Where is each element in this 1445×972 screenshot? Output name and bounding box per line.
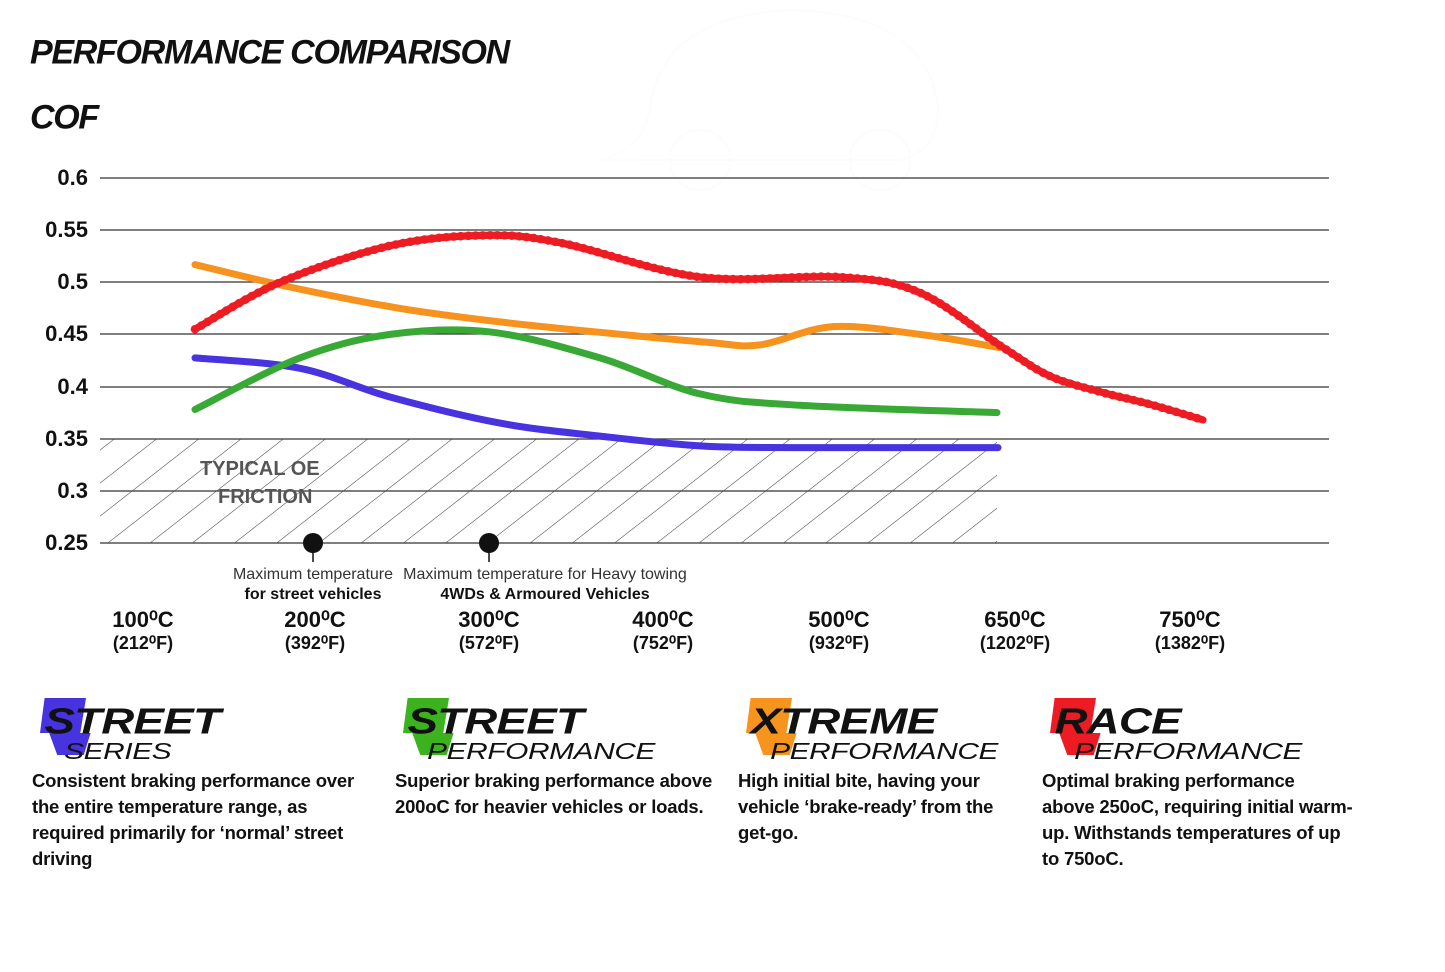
svg-text:400⁰C: 400⁰C xyxy=(632,607,694,632)
svg-text:vehicle ‘brake-ready’ from the: vehicle ‘brake-ready’ from the xyxy=(738,796,993,817)
svg-text:STREET: STREET xyxy=(44,701,225,741)
svg-text:XTREME: XTREME xyxy=(748,701,939,741)
svg-text:for street vehicles: for street vehicles xyxy=(245,586,382,603)
svg-text:0.3: 0.3 xyxy=(57,478,88,503)
svg-text:(932⁰F): (932⁰F) xyxy=(809,633,869,653)
svg-text:500⁰C: 500⁰C xyxy=(808,607,870,632)
svg-text:(212⁰F): (212⁰F) xyxy=(113,633,173,653)
svg-text:Maximum temperature for Heavy: Maximum temperature for Heavy towing xyxy=(403,566,687,583)
svg-text:750⁰C: 750⁰C xyxy=(1159,607,1221,632)
svg-text:4WDs & Armoured Vehicles: 4WDs & Armoured Vehicles xyxy=(440,586,649,603)
svg-text:High initial bite, having your: High initial bite, having your xyxy=(738,770,980,791)
svg-text:Superior braking performance a: Superior braking performance above xyxy=(395,770,712,791)
svg-text:the entire temperature range,: the entire temperature range, as xyxy=(32,796,307,817)
svg-text:0.5: 0.5 xyxy=(57,269,88,294)
svg-text:get-go.: get-go. xyxy=(738,822,798,843)
svg-text:PERFORMANCE: PERFORMANCE xyxy=(1074,738,1304,764)
svg-text:driving: driving xyxy=(32,848,92,869)
svg-text:(752⁰F): (752⁰F) xyxy=(633,633,693,653)
svg-text:TYPICAL OE: TYPICAL OE xyxy=(200,458,320,480)
svg-text:Consistent braking performance: Consistent braking performance over xyxy=(32,770,354,791)
svg-text:100⁰C: 100⁰C xyxy=(112,607,174,632)
svg-text:0.25: 0.25 xyxy=(45,530,88,555)
svg-text:0.35: 0.35 xyxy=(45,426,88,451)
svg-text:FRICTION: FRICTION xyxy=(218,486,312,508)
svg-text:above 250oC, requiring initial: above 250oC, requiring initial warm- xyxy=(1042,796,1353,817)
svg-text:SERIES: SERIES xyxy=(64,738,172,764)
svg-text:(392⁰F): (392⁰F) xyxy=(285,633,345,653)
svg-text:Optimal braking performance: Optimal braking performance xyxy=(1042,770,1295,791)
svg-text:required primarily for ‘normal: required primarily for ‘normal’ street xyxy=(32,822,343,843)
svg-text:STREET: STREET xyxy=(407,701,588,741)
svg-text:650⁰C: 650⁰C xyxy=(984,607,1046,632)
svg-text:RACE: RACE xyxy=(1054,701,1183,741)
svg-text:(1382⁰F): (1382⁰F) xyxy=(1155,633,1225,653)
svg-text:PERFORMANCE: PERFORMANCE xyxy=(427,738,657,764)
svg-text:200oC for heavier vehicles or: 200oC for heavier vehicles or loads. xyxy=(395,796,703,817)
svg-text:(572⁰F): (572⁰F) xyxy=(459,633,519,653)
svg-text:Maximum temperature: Maximum temperature xyxy=(233,566,393,583)
svg-text:0.55: 0.55 xyxy=(45,217,88,242)
svg-text:to 750oC.: to 750oC. xyxy=(1042,848,1123,869)
svg-text:0.6: 0.6 xyxy=(57,165,88,190)
svg-text:300⁰C: 300⁰C xyxy=(458,607,520,632)
svg-text:up. Withstands temperatures of: up. Withstands temperatures of up xyxy=(1042,822,1341,843)
svg-text:(1202⁰F): (1202⁰F) xyxy=(980,633,1050,653)
svg-text:200⁰C: 200⁰C xyxy=(284,607,346,632)
svg-text:0.45: 0.45 xyxy=(45,321,88,346)
svg-text:0.4: 0.4 xyxy=(57,374,88,399)
svg-text:PERFORMANCE: PERFORMANCE xyxy=(770,738,1000,764)
